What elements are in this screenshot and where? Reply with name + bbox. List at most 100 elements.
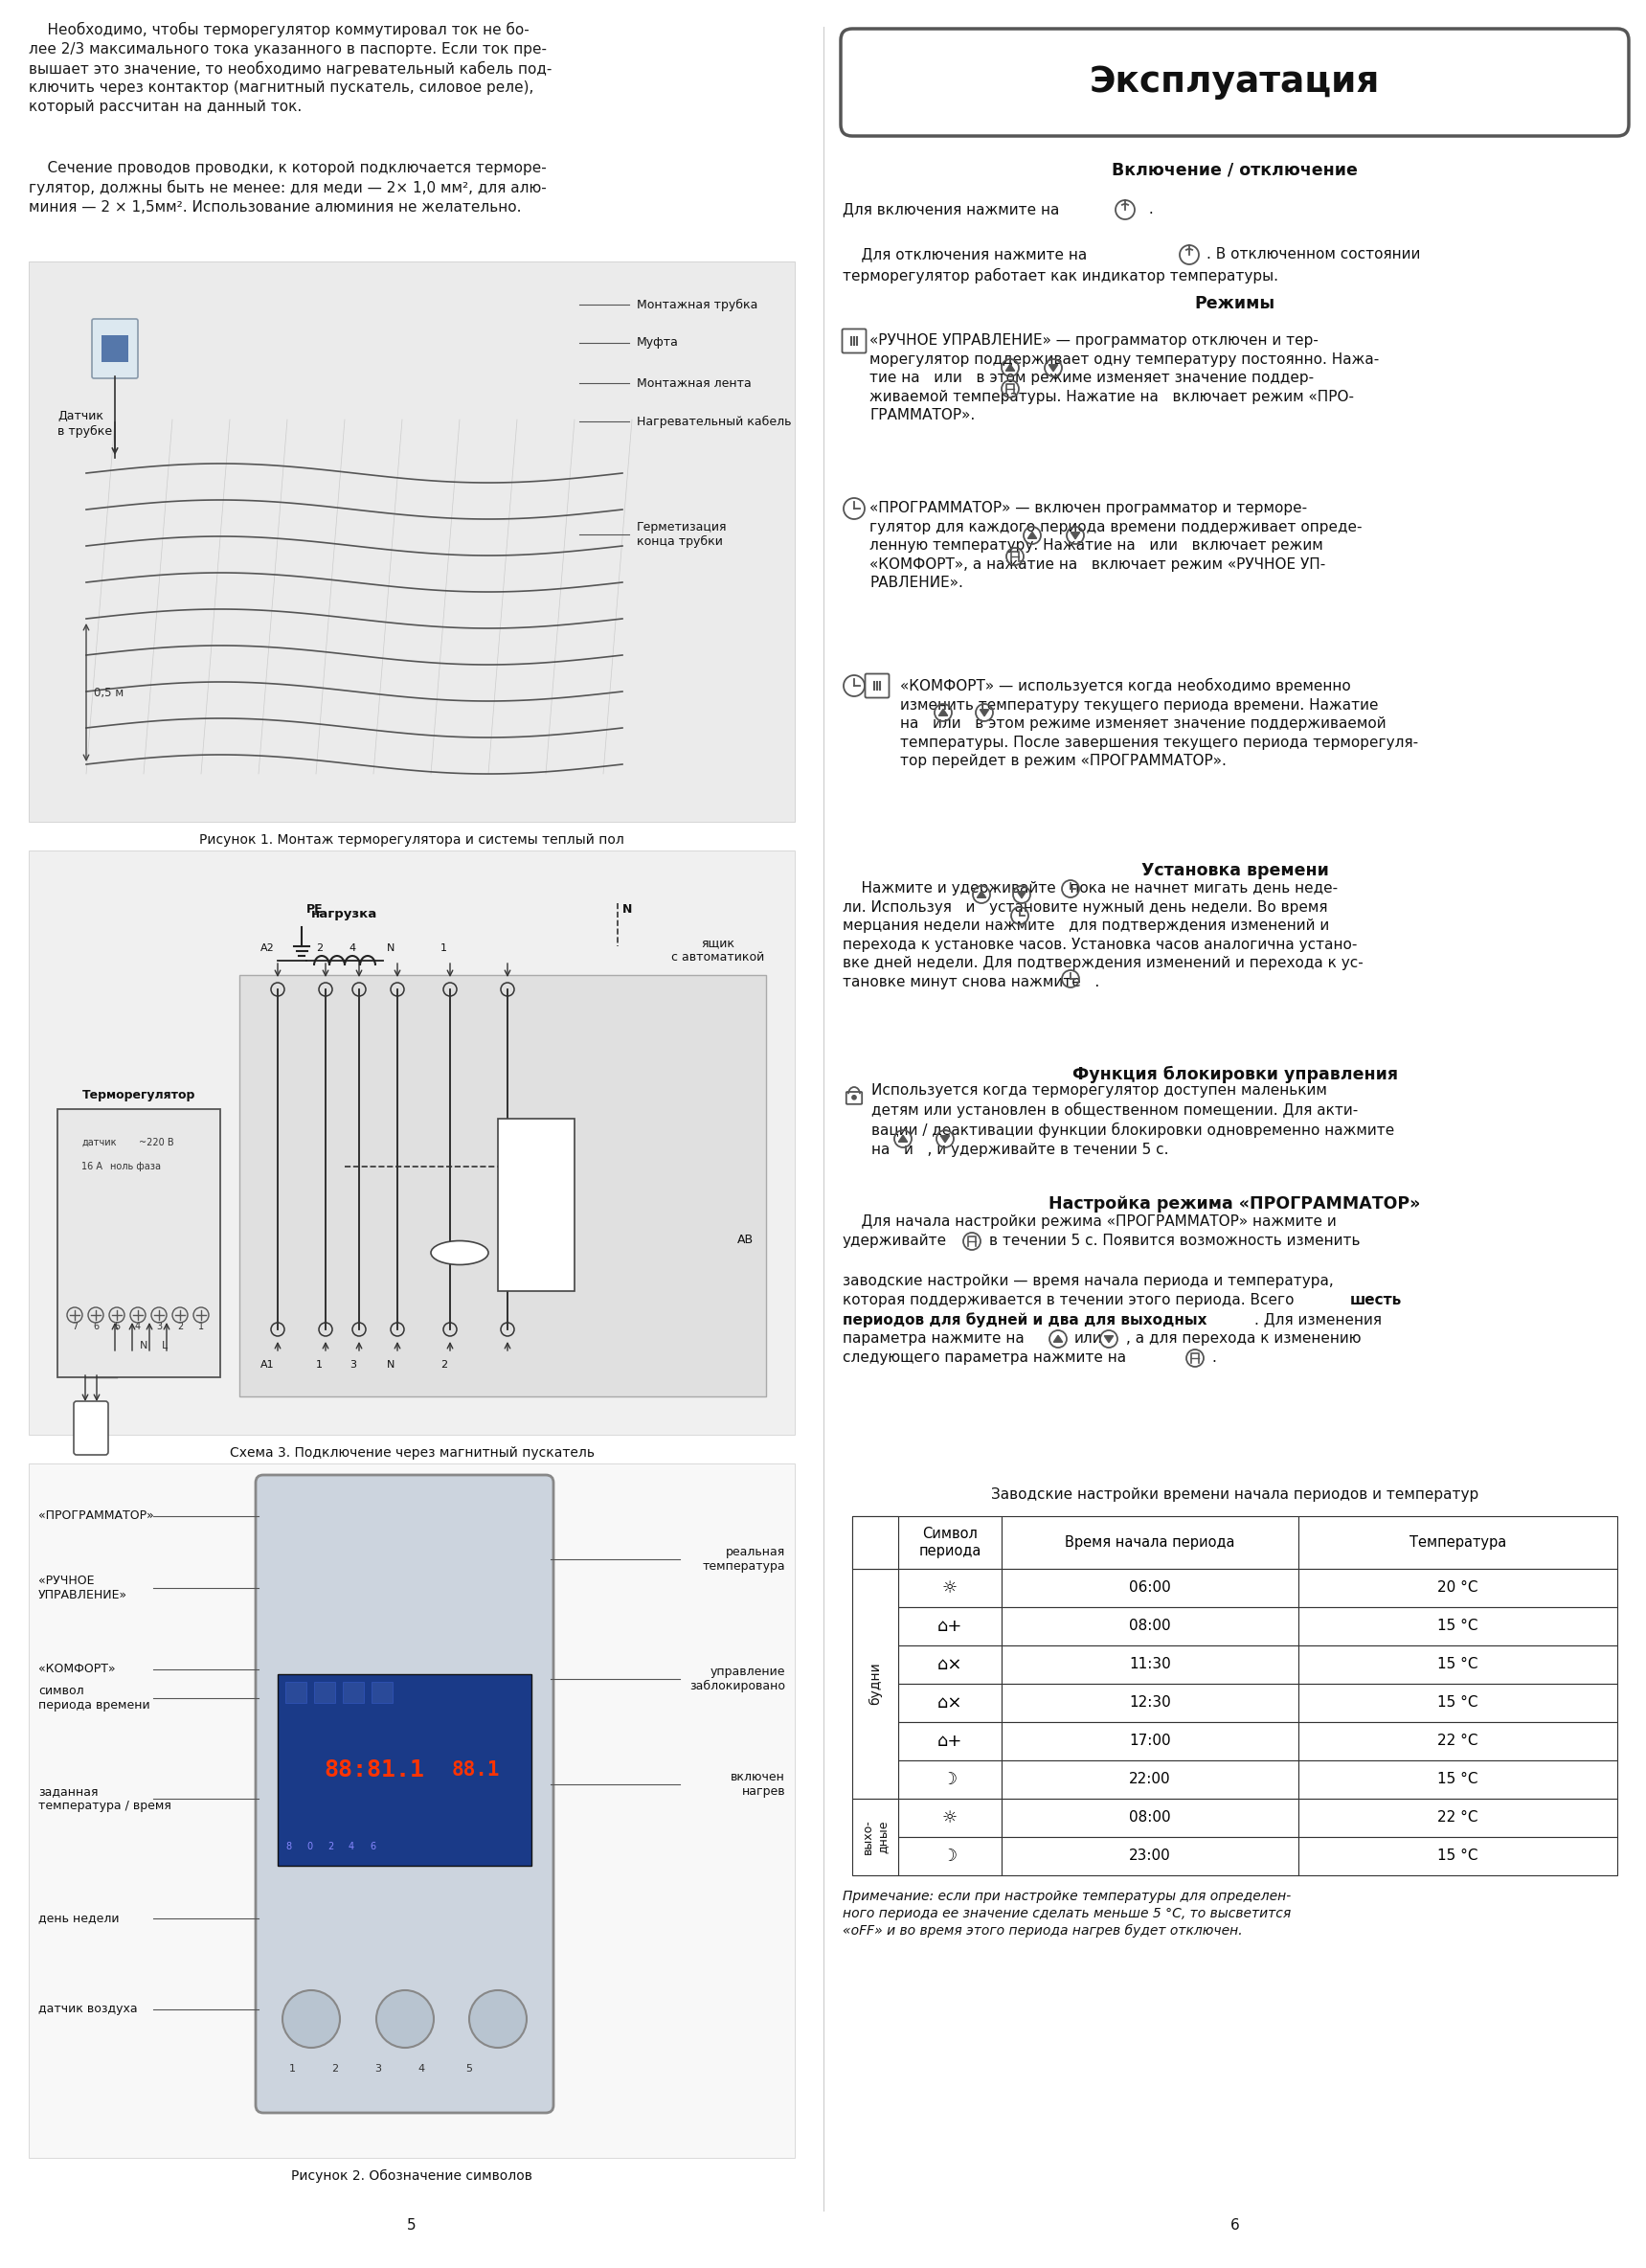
- Bar: [239, 975, 765, 1397]
- Text: 17:00: 17:00: [1129, 1735, 1170, 1749]
- Circle shape: [283, 1991, 341, 2048]
- Text: Сечение проводов проводки, к которой подключается терморе-
гулятор, должны быть : Сечение проводов проводки, к которой под…: [28, 161, 546, 213]
- Text: t
°C: t °C: [86, 1429, 97, 1449]
- Text: ⌂×: ⌂×: [937, 1656, 963, 1674]
- Text: Эксплуатация: Эксплуатация: [1090, 66, 1379, 100]
- Text: 15 °C: 15 °C: [1437, 1848, 1478, 1864]
- Text: .: .: [1144, 202, 1154, 215]
- Bar: [1299, 1647, 1618, 1683]
- Text: S terneo: S terneo: [367, 1508, 443, 1524]
- Text: Муфта: Муфта: [637, 336, 678, 349]
- Text: ☼: ☼: [942, 1810, 958, 1826]
- Text: день недели: день недели: [38, 1912, 119, 1926]
- Text: управление
заблокировано: управление заблокировано: [690, 1665, 785, 1692]
- Text: 12:30: 12:30: [1129, 1696, 1170, 1710]
- Text: 3: 3: [349, 1361, 356, 1370]
- Bar: [1001, 1837, 1299, 1876]
- FancyBboxPatch shape: [92, 320, 138, 379]
- Polygon shape: [1053, 1336, 1063, 1343]
- Polygon shape: [1104, 1336, 1113, 1343]
- Circle shape: [377, 1991, 435, 2048]
- Bar: [499, 1118, 574, 1290]
- FancyBboxPatch shape: [841, 29, 1630, 136]
- Text: датчик воздуха: датчик воздуха: [38, 2003, 138, 2016]
- Text: Нагревательный кабель: Нагревательный кабель: [637, 415, 792, 429]
- Text: Монтажная лента: Монтажная лента: [637, 376, 752, 390]
- Text: 1: 1: [288, 2064, 295, 2073]
- Text: выхо-
дные: выхо- дные: [863, 1819, 889, 1855]
- Bar: [28, 261, 795, 821]
- Text: 23:00: 23:00: [1129, 1848, 1170, 1864]
- Bar: [372, 1683, 393, 1703]
- Text: Монтажная трубка: Монтажная трубка: [637, 299, 757, 311]
- Text: символ
периода времени: символ периода времени: [38, 1685, 150, 1712]
- Bar: [1299, 1799, 1618, 1837]
- Text: 1: 1: [198, 1322, 204, 1331]
- Bar: [1001, 1569, 1299, 1608]
- Bar: [273, 1497, 537, 1535]
- Text: Для начала настройки режима «ПРОГРАММАТОР» нажмите и: Для начала настройки режима «ПРОГРАММАТО…: [843, 1213, 1337, 1229]
- Text: 15 °C: 15 °C: [1437, 1696, 1478, 1710]
- Bar: [853, 1515, 899, 1569]
- Bar: [1001, 1515, 1299, 1569]
- Bar: [1001, 1647, 1299, 1683]
- Text: «КОМФОРТ» — используется когда необходимо временно
изменить температуру текущего: «КОМФОРТ» — используется когда необходим…: [900, 678, 1419, 769]
- Text: 20 °C: 20 °C: [1437, 1581, 1478, 1594]
- Text: 2: 2: [328, 1842, 334, 1851]
- Text: ☽: ☽: [942, 1848, 958, 1864]
- FancyBboxPatch shape: [74, 1402, 109, 1454]
- Bar: [899, 1799, 1001, 1837]
- Text: Рисунок 1. Монтаж терморегулятора и системы теплый пол: Рисунок 1. Монтаж терморегулятора и сист…: [199, 832, 624, 846]
- Polygon shape: [940, 1136, 950, 1143]
- Text: Установка времени: Установка времени: [1141, 862, 1328, 880]
- Bar: [1299, 1683, 1618, 1721]
- Bar: [1001, 1608, 1299, 1647]
- Polygon shape: [1017, 891, 1025, 898]
- Text: N: N: [622, 903, 632, 916]
- Text: PE: PE: [306, 903, 323, 916]
- Text: в течении 5 с. Появится возможность изменить: в течении 5 с. Появится возможность изме…: [989, 1234, 1360, 1247]
- Bar: [899, 1760, 1001, 1799]
- Circle shape: [469, 1991, 527, 2048]
- Polygon shape: [1027, 531, 1037, 538]
- Text: 15 °C: 15 °C: [1437, 1658, 1478, 1672]
- Text: N: N: [387, 1361, 395, 1370]
- Text: удерживайте: удерживайте: [843, 1234, 946, 1247]
- Bar: [1001, 1683, 1299, 1721]
- Bar: [285, 1683, 306, 1703]
- Bar: [1001, 1721, 1299, 1760]
- Text: ☽: ☽: [942, 1771, 958, 1787]
- Bar: [28, 1463, 795, 2157]
- Text: Герметизация
конца трубки: Герметизация конца трубки: [637, 522, 728, 549]
- Text: ящик
с автоматикой: ящик с автоматикой: [672, 937, 765, 964]
- Bar: [899, 1647, 1001, 1683]
- Text: Датчик
в трубке: Датчик в трубке: [58, 411, 112, 438]
- Text: Для включения нажмите на: Для включения нажмите на: [843, 202, 1060, 215]
- Ellipse shape: [431, 1241, 489, 1266]
- Text: будни: будни: [869, 1662, 882, 1706]
- Bar: [1299, 1608, 1618, 1647]
- Text: «ПРОГРАММАТОР» — включен программатор и терморе-
гулятор для каждого периода вре: «ПРОГРАММАТОР» — включен программатор и …: [869, 501, 1363, 590]
- Bar: [899, 1515, 1001, 1569]
- Bar: [1299, 1721, 1618, 1760]
- Text: ~220 В: ~220 В: [138, 1139, 174, 1148]
- Text: АВ: АВ: [737, 1234, 754, 1245]
- Text: 22 °C: 22 °C: [1437, 1810, 1478, 1826]
- Text: Заводские настройки времени начала периодов и температур: Заводские настройки времени начала перио…: [991, 1488, 1478, 1501]
- Text: 88.1: 88.1: [451, 1760, 500, 1780]
- Text: Функция блокировки управления: Функция блокировки управления: [1072, 1066, 1397, 1084]
- Text: Примечание: если при настройке температуры для определен-
ного периода ее значен: Примечание: если при настройке температу…: [843, 1889, 1290, 1937]
- Polygon shape: [1072, 533, 1080, 540]
- Text: периодов для будней и два для выходных: периодов для будней и два для выходных: [843, 1313, 1207, 1327]
- Text: 2: 2: [332, 2064, 339, 2073]
- Text: ☼: ☼: [942, 1579, 958, 1597]
- Bar: [1299, 1569, 1618, 1608]
- Text: включен
нагрев: включен нагрев: [731, 1771, 785, 1799]
- Text: Используется когда терморегулятор доступен маленьким
детям или установлен в обще: Используется когда терморегулятор доступ…: [871, 1084, 1394, 1157]
- Text: Схема 3. Подключение через магнитный пускатель: Схема 3. Подключение через магнитный пус…: [229, 1447, 594, 1461]
- Polygon shape: [1049, 365, 1058, 372]
- Text: Нажмите и удерживайте   пока не начнет мигать день неде-
ли. Используя   и   уст: Нажмите и удерживайте пока не начнет миг…: [843, 882, 1363, 989]
- Text: Режимы: Режимы: [1195, 295, 1276, 313]
- Text: 1: 1: [441, 943, 448, 953]
- Text: Терморегулятор: Терморегулятор: [82, 1089, 196, 1102]
